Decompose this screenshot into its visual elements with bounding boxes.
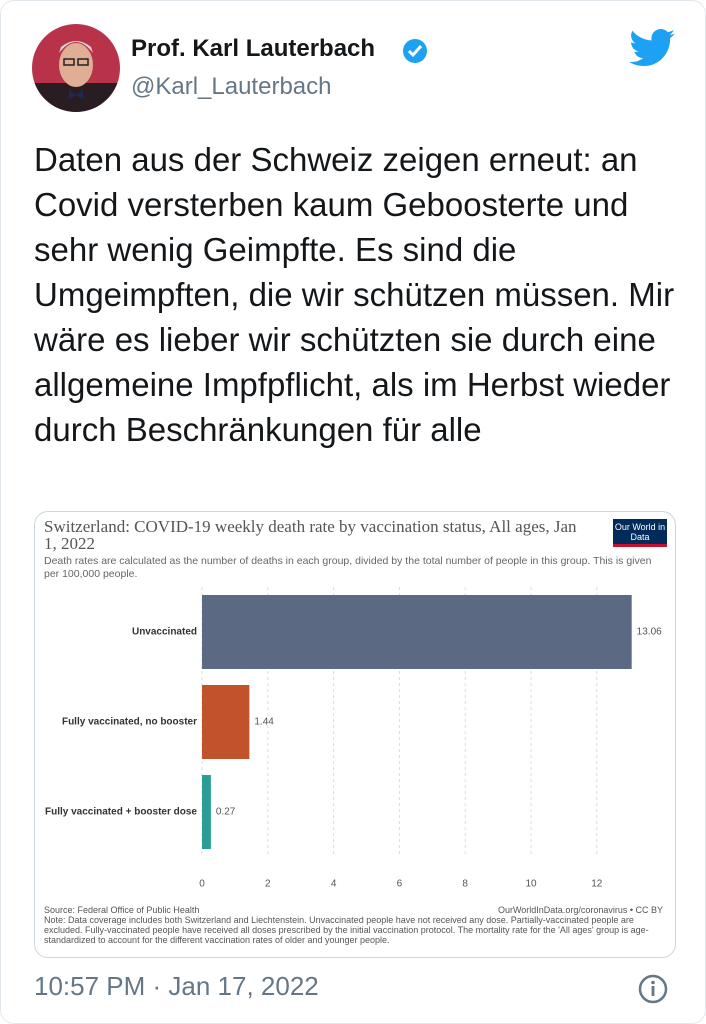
x-tick-label: 10 xyxy=(525,879,537,890)
chart-title: Switzerland: COVID-19 weekly death rate … xyxy=(44,517,577,553)
x-tick-label: 2 xyxy=(265,879,271,890)
category-label: Fully vaccinated, no booster xyxy=(62,717,197,728)
chart-image[interactable]: Switzerland: COVID-19 weekly death rate … xyxy=(34,511,676,958)
avatar[interactable] xyxy=(31,23,121,113)
bar xyxy=(202,775,211,849)
x-tick-label: 8 xyxy=(462,879,468,890)
bar xyxy=(202,595,632,669)
x-tick-label: 12 xyxy=(591,879,603,890)
info-icon[interactable] xyxy=(637,973,669,1005)
value-label: 13.06 xyxy=(637,627,662,638)
handle[interactable]: @Karl_Lauterbach xyxy=(131,73,332,100)
display-name[interactable]: Prof. Karl Lauterbach xyxy=(131,35,376,62)
category-label: Unvaccinated xyxy=(132,627,197,638)
tweet-text: Daten aus der Schweiz zeigen erneut: an … xyxy=(34,141,675,448)
x-tick-label: 6 xyxy=(397,879,403,890)
x-tick-label: 0 xyxy=(199,879,205,890)
bar xyxy=(202,685,250,759)
twitter-logo[interactable] xyxy=(629,29,675,67)
chart-credit: OurWorldInData.org/coronavirus • CC BY xyxy=(497,905,663,915)
x-tick-label: 4 xyxy=(331,879,337,890)
plot: 0 2 4 6 8 10 12 13.06 Unvaccinated 1.44 Fully vacc… xyxy=(45,587,662,890)
chart-source: Source: Federal Office of Public Health xyxy=(44,905,200,915)
category-label: Fully vaccinated + booster dose xyxy=(45,807,197,818)
value-label: 1.44 xyxy=(254,717,274,728)
timestamp[interactable]: 10:57 PM · Jan 17, 2022 xyxy=(34,971,319,1001)
chart-subtitle: Death rates are calculated as the number… xyxy=(44,555,652,580)
verified-badge xyxy=(403,39,427,63)
chart-note: Note: Data coverage includes both Switze… xyxy=(44,915,649,945)
value-label: 0.27 xyxy=(216,807,236,818)
logo: Our World in Data xyxy=(613,519,667,547)
